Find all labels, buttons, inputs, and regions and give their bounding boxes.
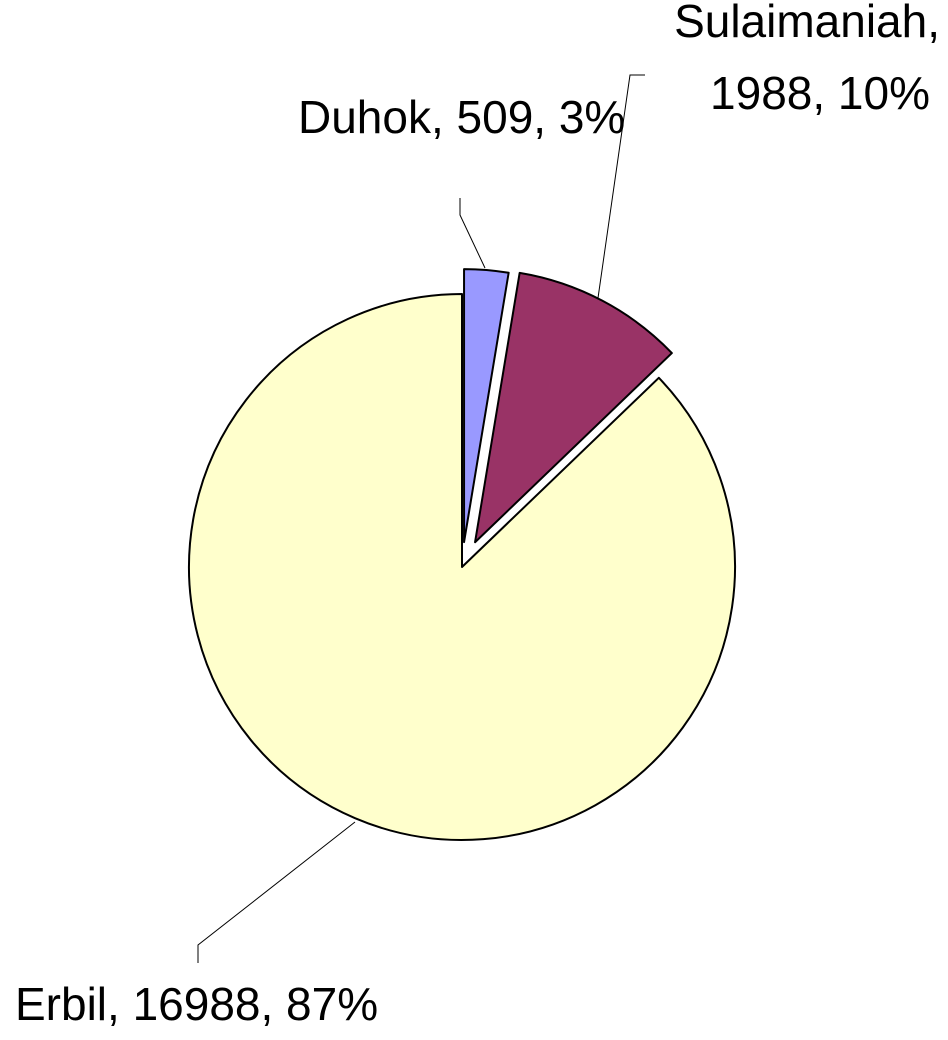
pie-slice [474,271,673,544]
leader-line [459,198,486,269]
data-label: Erbil, 16988, 87% [15,978,378,1030]
pie-slice [463,268,510,544]
pie-slice [188,293,736,841]
leader-line [597,74,645,299]
leader-line [197,821,356,963]
data-label: Duhok, 509, 3% [298,91,625,143]
data-label: Sulaimaniah, 1988, 10% [674,0,940,119]
